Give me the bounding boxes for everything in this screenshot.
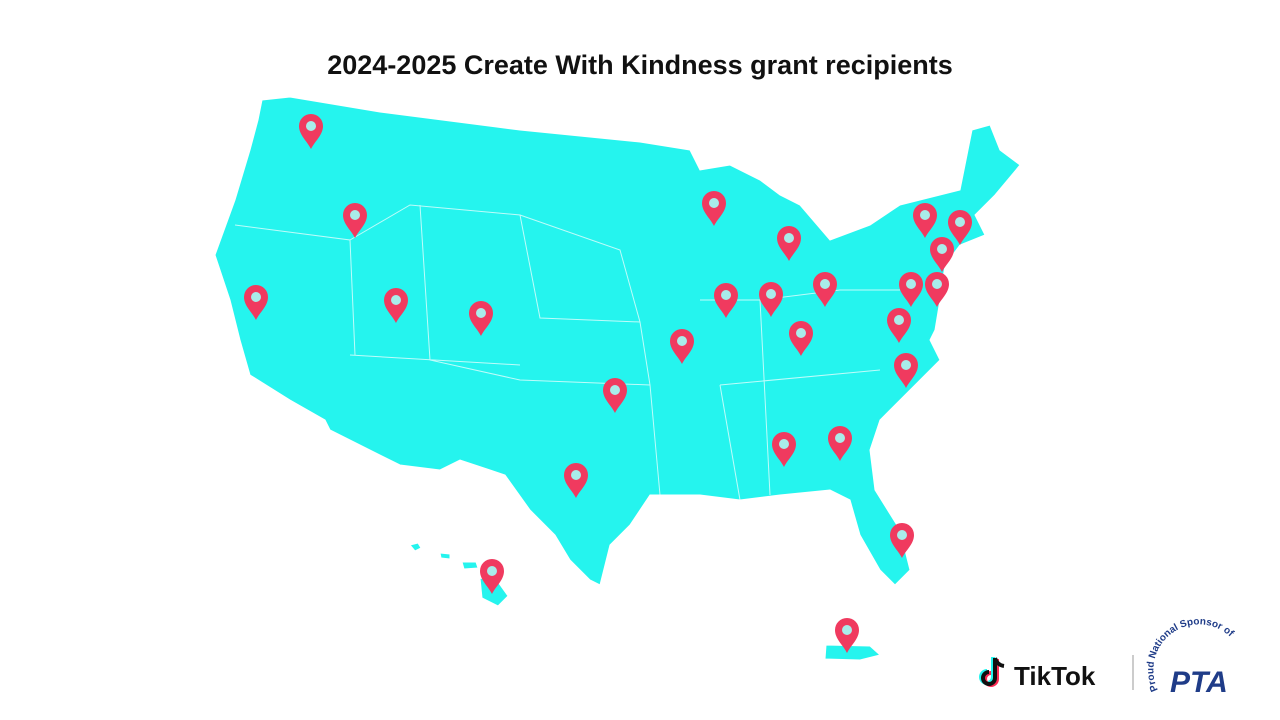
tiktok-logo: TikTok xyxy=(979,657,1096,691)
title: 2024-2025 Create With Kindness grant rec… xyxy=(327,50,952,80)
brand-name: TikTok xyxy=(1014,661,1096,691)
pta-logo: Proud National Sponsor of PTA xyxy=(1145,616,1236,699)
us-map xyxy=(214,96,1021,661)
sponsor-name: PTA xyxy=(1170,666,1228,699)
